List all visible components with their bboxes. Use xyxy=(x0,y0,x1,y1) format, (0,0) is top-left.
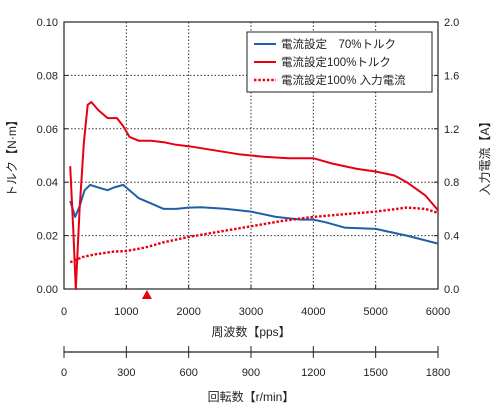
plot-area: 0.00 0.02 0.04 0.06 0.08 0.10 0.0 0.4 0.8 1.2 1.6 2… xyxy=(5,17,492,404)
x2-tick-label: 1500 xyxy=(363,367,387,379)
x-tick-label: 4000 xyxy=(301,306,325,318)
series-line-1 xyxy=(69,183,439,245)
legend-box xyxy=(246,31,433,93)
x2-axis-title: 回転数【r/min】 xyxy=(208,389,295,404)
y-right-tick-label: 1.6 xyxy=(444,70,459,82)
x2-tick-label: 300 xyxy=(117,367,135,379)
x2-tick-label: 900 xyxy=(242,367,260,379)
y-left-tick-label: 0.06 xyxy=(37,124,58,136)
y-right-tick-label: 2.0 xyxy=(444,17,459,29)
legend-label: 電流設定100%トルク xyxy=(281,55,391,69)
y-right-tick-label: 0.8 xyxy=(444,177,459,189)
x-tick-label: 1000 xyxy=(114,306,138,318)
x-tick-label: 5000 xyxy=(363,306,387,318)
x-tick-label: 3000 xyxy=(239,306,263,318)
y-right-tick-label: 0.0 xyxy=(444,284,459,296)
x-axis-title: 周波数【pps】 xyxy=(211,324,290,339)
x2-tick-label: 1200 xyxy=(301,367,325,379)
x2-tick-label: 600 xyxy=(179,367,197,379)
series-line-3 xyxy=(69,206,439,264)
speed-marker-triangle xyxy=(141,290,152,299)
y-left-tick-label: 0.00 xyxy=(37,284,58,296)
legend-label: 電流設定 70%トルク xyxy=(281,37,396,51)
x2-tick-label: 0 xyxy=(61,367,67,379)
y-right-tick-label: 1.2 xyxy=(444,124,459,136)
y-left-axis-title: トルク【N·m】 xyxy=(5,114,19,197)
y-left-tick-label: 0.08 xyxy=(37,70,58,82)
x2-tick-label: 1800 xyxy=(426,367,450,379)
y-left-tick-label: 0.10 xyxy=(37,17,58,29)
y-left-tick-label: 0.04 xyxy=(37,177,58,189)
series-line-2 xyxy=(69,101,439,290)
y-left-tick-label: 0.02 xyxy=(37,231,58,243)
y-right-axis-title: 入力電流【A】 xyxy=(478,115,492,195)
x-tick-label: 0 xyxy=(61,306,67,318)
y-right-tick-label: 0.4 xyxy=(444,231,459,243)
legend-label: 電流設定100% 入力電流 xyxy=(281,73,406,87)
x-tick-label: 6000 xyxy=(426,306,450,318)
x-tick-label: 2000 xyxy=(176,306,200,318)
